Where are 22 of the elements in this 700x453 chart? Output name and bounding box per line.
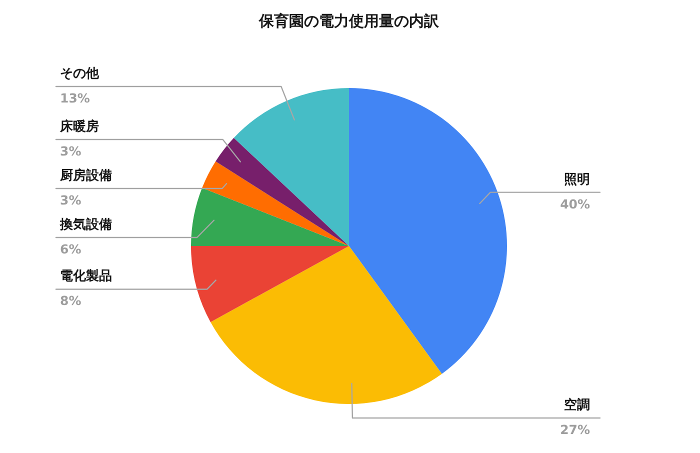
chart-title: 保育園の電力使用量の内訳	[258, 12, 440, 30]
data-label: 3%	[60, 192, 82, 208]
data-label: 3%	[60, 143, 82, 158]
pie-slice	[234, 88, 349, 246]
data-label: 6%	[60, 241, 82, 256]
slice-label: その他	[60, 66, 100, 82]
slice-label: 厨房設備	[59, 167, 112, 184]
pie-slice	[191, 188, 349, 246]
pie-slice	[216, 138, 349, 246]
slice-label: 照明	[564, 172, 590, 188]
data-label: 8%	[60, 293, 82, 308]
pie-slice	[349, 88, 507, 374]
pie-slice	[210, 246, 442, 404]
pie-slice	[191, 246, 349, 322]
data-label: 27%	[560, 422, 590, 437]
data-label: 40%	[560, 196, 590, 212]
slice-label: 換気設備	[59, 216, 112, 232]
slice-label: 電化製品	[60, 269, 112, 284]
slice-label: 空調	[564, 397, 590, 413]
slice-label: 床暖房	[59, 118, 99, 134]
data-label: 13%	[60, 90, 90, 106]
pie-slice	[202, 161, 349, 246]
